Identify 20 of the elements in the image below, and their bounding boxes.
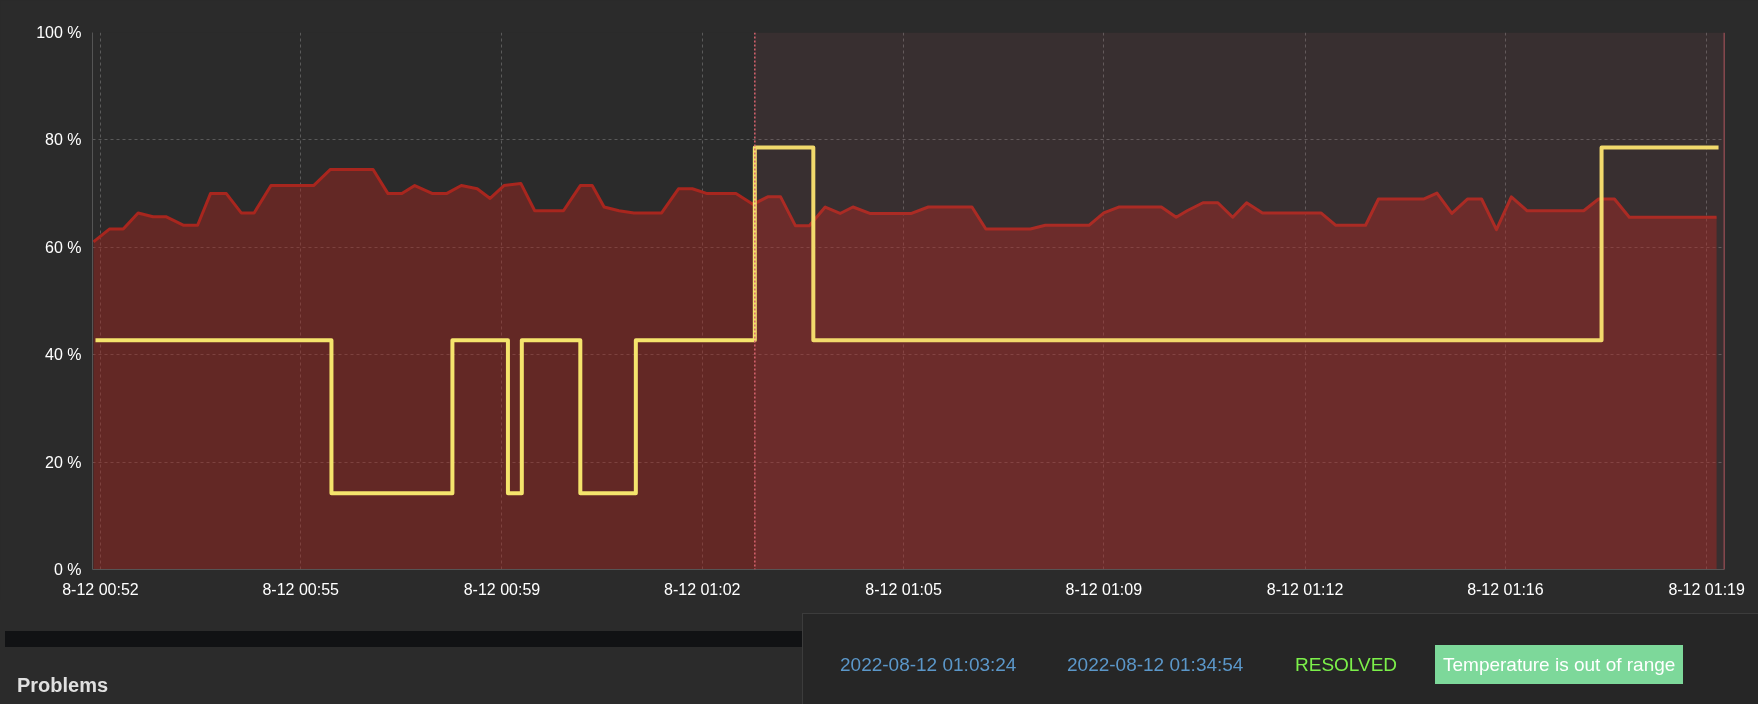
y-tick-label: 0 %	[53, 561, 82, 578]
x-tick-label: 8-12 01:09	[1065, 580, 1143, 598]
x-tick-label: 8-12 01:16	[1467, 580, 1544, 598]
x-tick-label: 8-12 01:19	[1668, 580, 1746, 598]
text: RESOLVED	[1295, 653, 1398, 677]
x-tick-label: 8-12 00:55	[262, 580, 340, 598]
text: Temperature is out of range	[1435, 645, 1684, 685]
y-tick-label: 20 %	[45, 453, 82, 471]
y-tick-label: 100 %	[36, 24, 82, 41]
x-tick-label: 8-12 01:12	[1266, 580, 1344, 598]
x-tick-label: 8-12 00:59	[463, 580, 541, 598]
y-tick-label: 80 %	[45, 131, 82, 149]
y-tick-label: 60 %	[45, 238, 82, 256]
text: 2022-08-12 01:34:54	[1067, 653, 1244, 677]
x-tick-label: 8-12 00:52	[62, 580, 139, 598]
x-tick-label: 8-12 01:05	[865, 580, 942, 598]
text: Problems	[17, 673, 109, 698]
y-tick-label: 40 %	[45, 346, 82, 364]
x-tick-label: 8-12 01:02	[664, 580, 741, 598]
text: 2022-08-12 01:03:24	[840, 653, 1017, 677]
